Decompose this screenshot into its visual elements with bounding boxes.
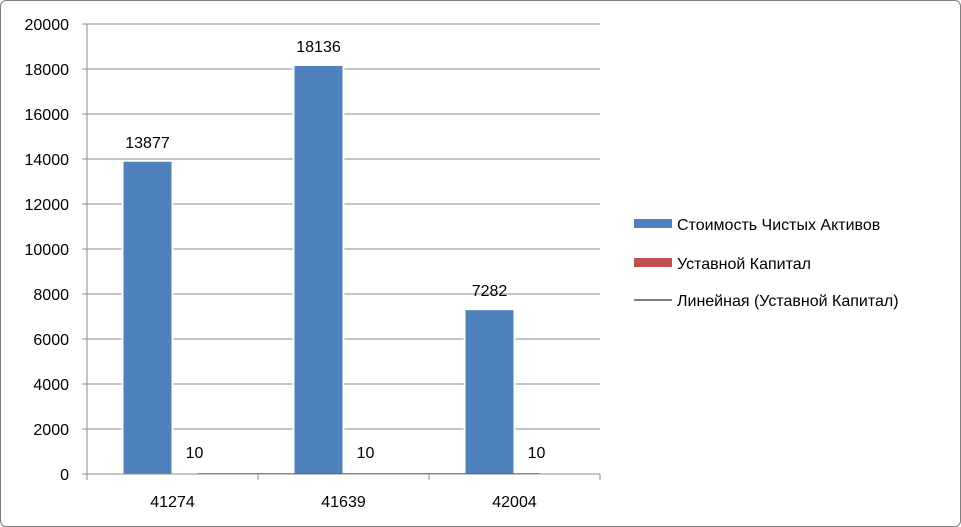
- y-tick-label: 0: [60, 467, 69, 484]
- legend-label-net-assets: Стоимость Чистых Активов: [677, 217, 880, 234]
- bars: [121, 63, 564, 475]
- y-tick-label: 2000: [33, 422, 69, 439]
- data-label-net-assets: 18136: [296, 39, 341, 56]
- y-tick-label: 10000: [25, 242, 70, 259]
- y-tick-label: 18000: [25, 62, 70, 79]
- y-tick-label: 4000: [33, 377, 69, 394]
- bar-net-assets: [123, 161, 172, 474]
- legend-label-charter-capital: Уставной Капитал: [677, 256, 811, 273]
- x-tick-label: 41274: [150, 494, 195, 511]
- y-axis-tick-labels: 0 2000 4000 6000 8000 10000 12000 14000 16000 180…: [25, 17, 70, 484]
- legend-swatch-charter-capital: [634, 258, 672, 267]
- y-tick-label: 8000: [33, 287, 69, 304]
- x-tick-label: 41639: [321, 494, 366, 511]
- data-label-charter-capital: 10: [357, 445, 375, 462]
- x-axis-tick-labels: 41274 41639 42004: [150, 494, 537, 511]
- legend-swatch-net-assets: [634, 219, 672, 228]
- data-label-charter-capital: 10: [186, 445, 204, 462]
- y-tick-label: 12000: [25, 197, 70, 214]
- axes: [82, 23, 601, 480]
- data-labels: 13877 10 18136 10 7282 10: [125, 39, 545, 462]
- x-tick-label: 42004: [492, 494, 537, 511]
- data-label-net-assets: 13877: [125, 135, 170, 152]
- bar-net-assets: [294, 65, 343, 474]
- legend: Стоимость Чистых Активов Уставной Капитал…: [634, 217, 899, 310]
- data-label-net-assets: 7282: [472, 283, 508, 300]
- data-label-charter-capital: 10: [528, 445, 546, 462]
- y-tick-label: 6000: [33, 332, 69, 349]
- y-tick-label: 16000: [25, 107, 70, 124]
- y-tick-label: 20000: [25, 17, 70, 34]
- bar-net-assets: [465, 310, 514, 474]
- legend-label-trendline: Линейная (Уставной Капитал): [677, 293, 899, 310]
- y-tick-label: 14000: [25, 152, 70, 169]
